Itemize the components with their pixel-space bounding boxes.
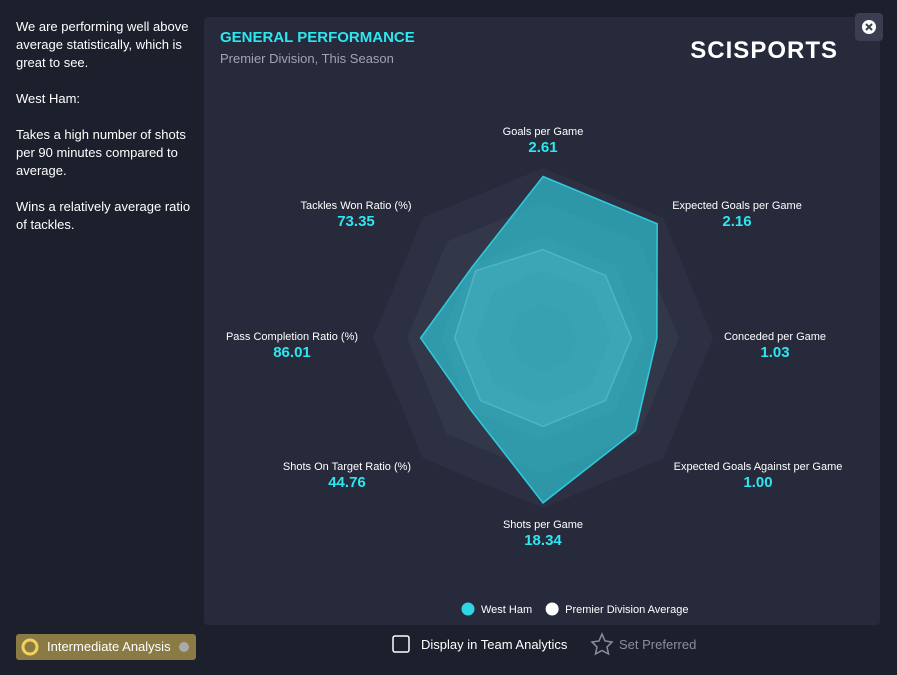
panel <box>204 17 880 625</box>
star-icon[interactable] <box>590 632 614 656</box>
analysis-label: Intermediate Analysis <box>47 639 171 654</box>
sidebar-text: West Ham: <box>16 91 81 106</box>
close-button[interactable] <box>855 13 883 41</box>
sidebar-text: We are performing well above average sta… <box>16 19 189 70</box>
set-preferred: Set Preferred <box>619 637 696 652</box>
checkbox-label: Display in Team Analytics <box>421 637 568 652</box>
sidebar-text: Takes a high number of shots per 90 minu… <box>16 127 186 178</box>
sidebar: We are performing well above average sta… <box>16 18 194 252</box>
checkbox[interactable] <box>392 635 410 653</box>
sidebar-text: Wins a relatively average ratio of tackl… <box>16 199 191 232</box>
analysis-button[interactable]: Intermediate Analysis <box>16 634 196 660</box>
